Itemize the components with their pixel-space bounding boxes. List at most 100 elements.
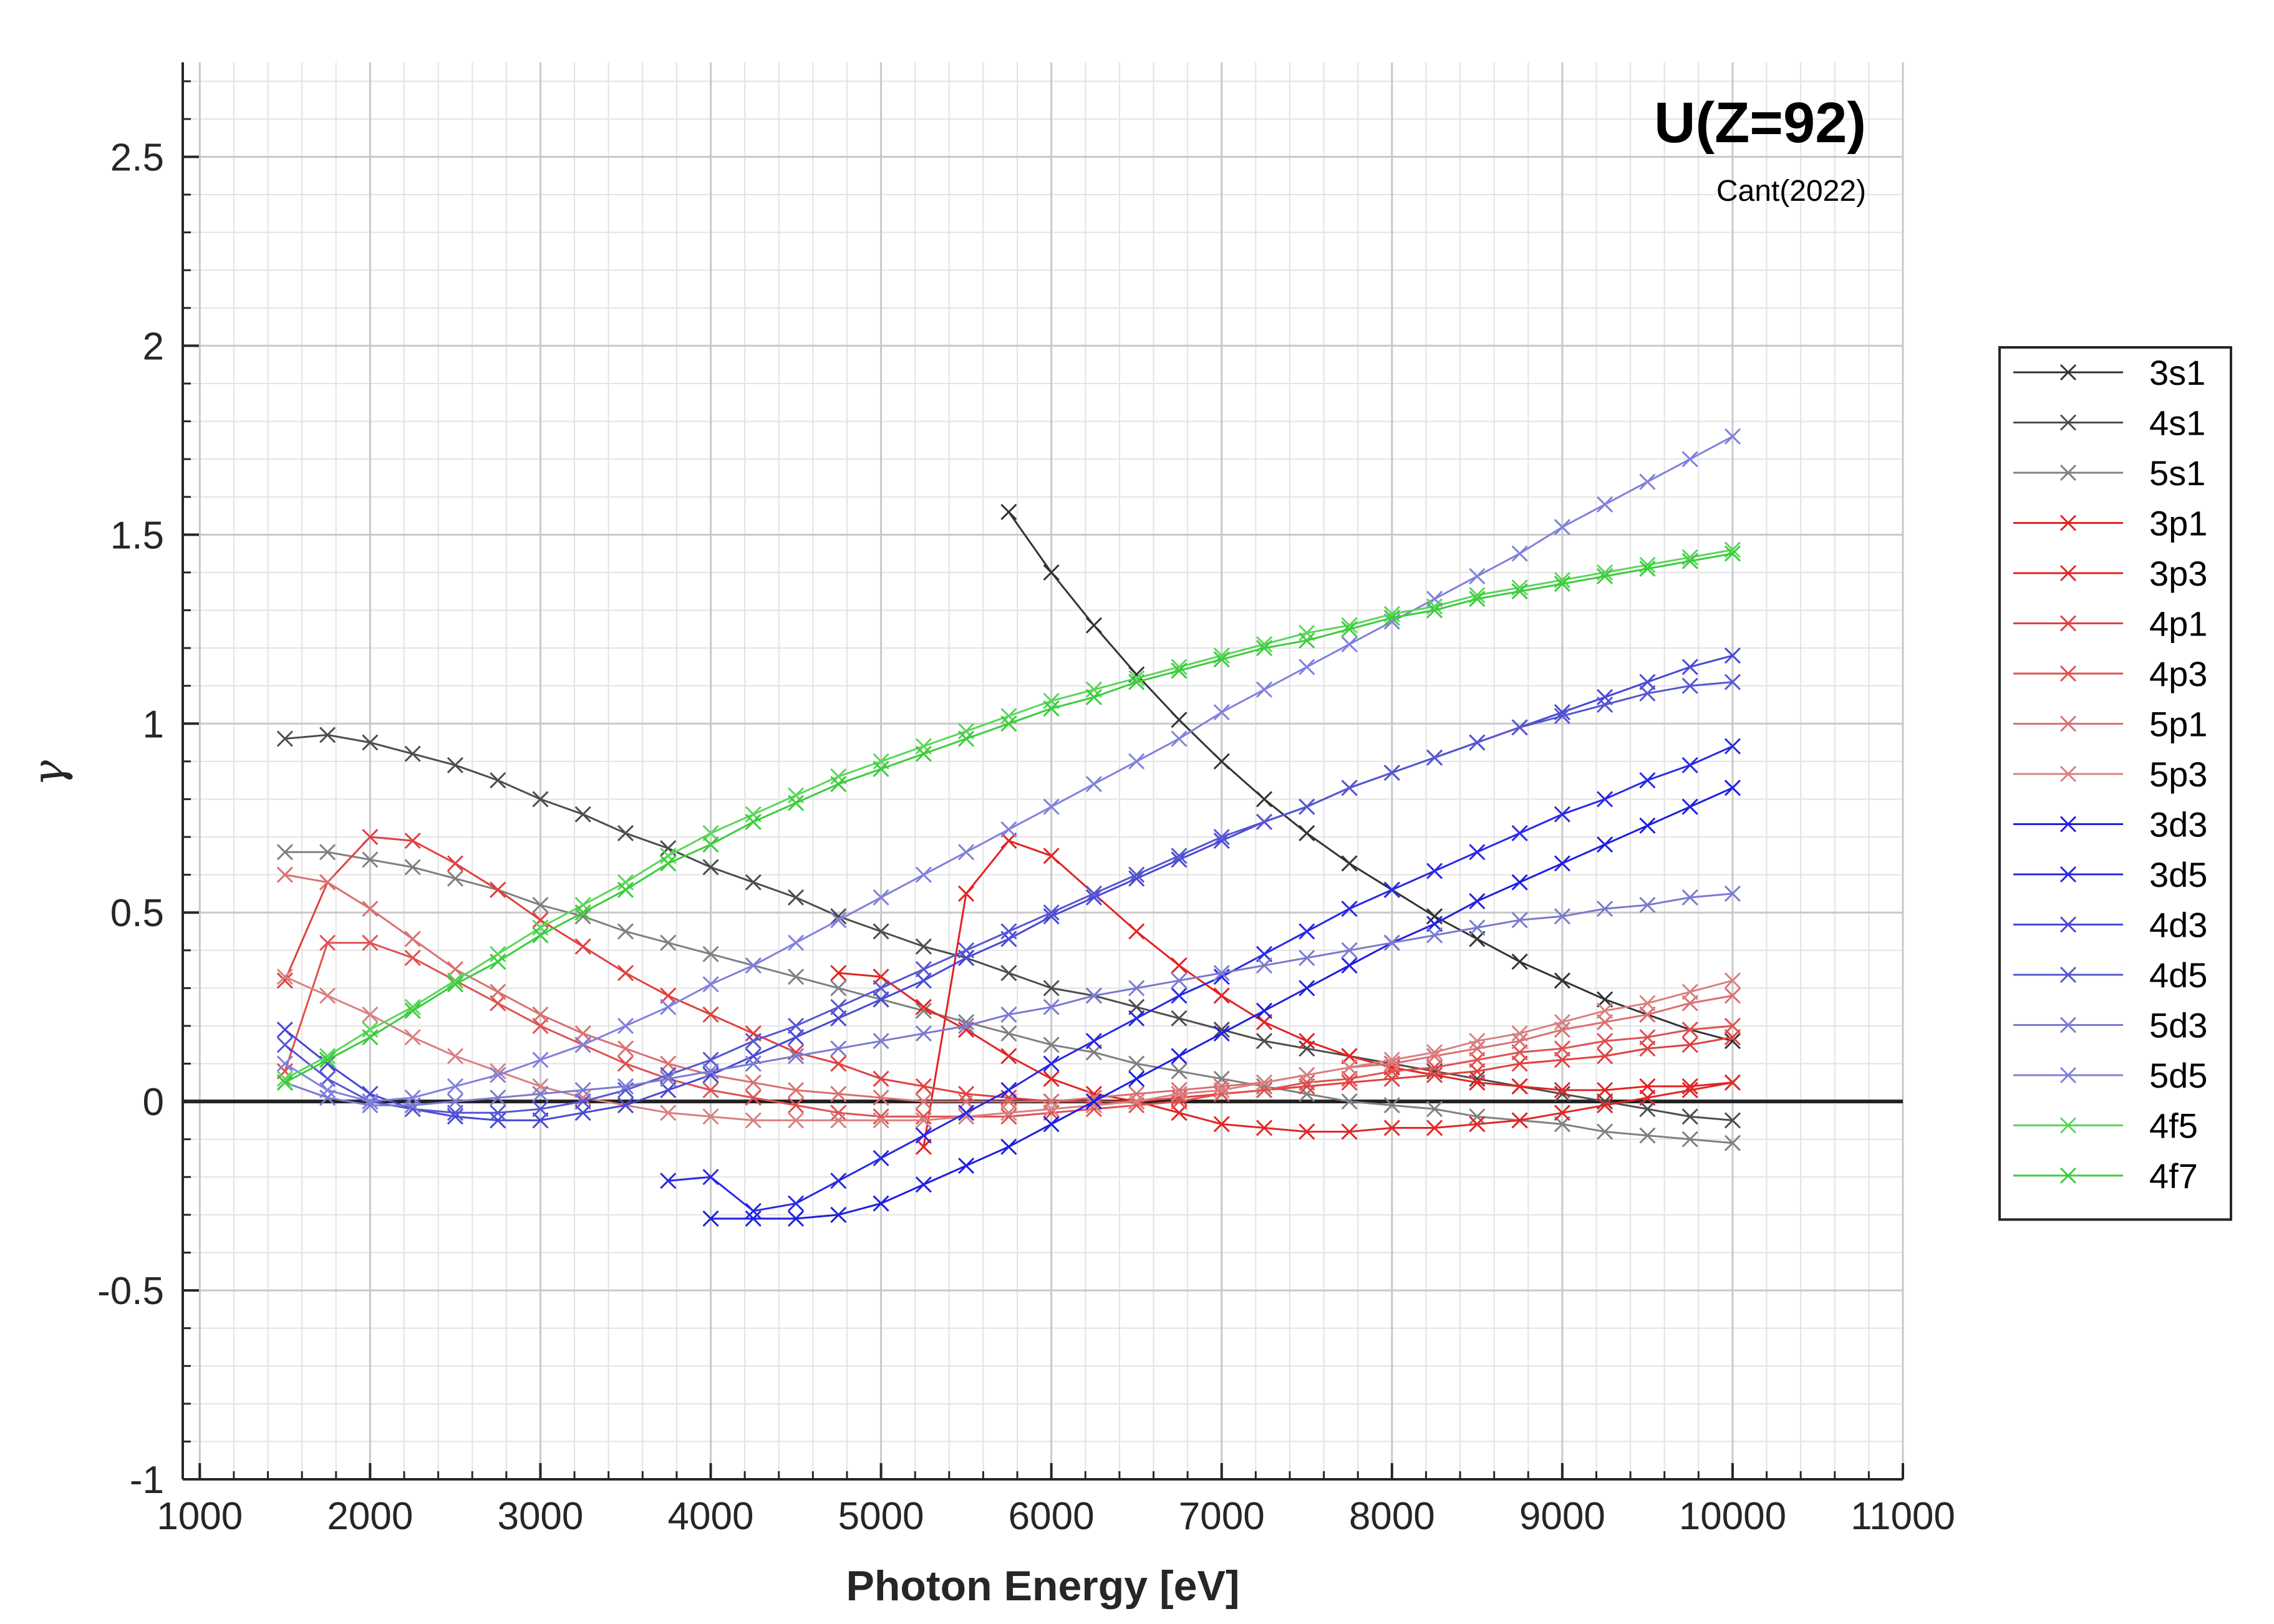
- data-point-4f7: [1383, 609, 1400, 626]
- data-point-5p3: [532, 1078, 549, 1095]
- data-point-4d5: [1597, 696, 1614, 713]
- legend-item-5p1: 5p1: [2013, 705, 2207, 744]
- data-point-4d5: [1469, 734, 1486, 751]
- data-point-5s1: [1299, 1085, 1315, 1103]
- data-point-3d3: [1171, 1048, 1188, 1065]
- y-tick-label: 2: [143, 325, 164, 368]
- data-point-5p3: [1724, 972, 1741, 989]
- data-point-4f7: [447, 976, 463, 993]
- data-point-3p3: [1681, 1081, 1698, 1099]
- legend-label: 5s1: [2149, 453, 2205, 493]
- data-point-5p3: [1597, 1002, 1614, 1019]
- data-point-4p3: [319, 934, 336, 951]
- legend-label: 5p1: [2149, 705, 2207, 744]
- data-point-4d5: [1681, 677, 1698, 694]
- data-point-4d3: [915, 972, 932, 989]
- data-point-4d5: [1043, 904, 1060, 921]
- data-point-3s1: [1000, 503, 1017, 521]
- data-point-4f5: [1043, 692, 1060, 709]
- y-tick-label: 0: [143, 1081, 164, 1124]
- data-point-4d5: [1299, 798, 1315, 815]
- data-point-3d3: [1128, 1070, 1145, 1087]
- data-point-5d3: [1000, 1006, 1017, 1023]
- data-point-5d5: [660, 998, 677, 1015]
- data-point-4p3: [702, 1081, 719, 1099]
- data-point-3d5: [1128, 1010, 1145, 1027]
- data-point-4s1: [362, 734, 379, 751]
- data-point-4d5: [1383, 764, 1400, 781]
- data-point-4f5: [1299, 624, 1315, 641]
- data-point-3d5: [1256, 945, 1273, 962]
- legend-label: 4f5: [2149, 1106, 2198, 1146]
- legend-label: 4p1: [2149, 604, 2207, 644]
- data-point-4d5: [1128, 866, 1145, 883]
- data-point-3s1: [1171, 712, 1188, 728]
- data-point-4f5: [447, 972, 463, 989]
- data-point-5s1: [660, 934, 677, 951]
- data-point-3p3: [1299, 1123, 1315, 1140]
- data-point-4d5: [958, 942, 975, 959]
- data-point-3d5: [1043, 1055, 1060, 1072]
- data-point-4d3: [1681, 659, 1698, 675]
- data-point-5d3: [574, 1081, 591, 1099]
- data-point-3p1: [1597, 1081, 1614, 1099]
- data-point-4f7: [1426, 602, 1443, 619]
- data-point-3p3: [1341, 1123, 1358, 1140]
- data-point-4p3: [404, 949, 421, 966]
- data-point-4d3: [1724, 647, 1741, 664]
- data-point-4p1: [1724, 1029, 1741, 1046]
- data-point-4p3: [1469, 1051, 1486, 1068]
- data-point-3p1: [1639, 1078, 1656, 1095]
- data-point-3d5: [1299, 923, 1315, 940]
- legend-item-4s1: 4s1: [2013, 404, 2205, 443]
- data-point-3d3: [1681, 798, 1698, 815]
- data-point-4p1: [276, 972, 293, 989]
- data-point-3d5: [1681, 756, 1698, 773]
- data-point-5s1: [1554, 1116, 1570, 1133]
- legend-marker: [2059, 364, 2077, 381]
- data-point-5p3: [915, 1112, 932, 1129]
- data-point-5d5: [745, 957, 762, 974]
- data-point-4s1: [1256, 1033, 1273, 1050]
- legend-marker: [2059, 1066, 2077, 1084]
- data-point-3s1: [1511, 953, 1528, 970]
- data-point-4f7: [362, 1029, 379, 1046]
- data-point-5p1: [873, 1090, 889, 1106]
- data-point-5p3: [1639, 995, 1656, 1012]
- data-point-3d5: [1639, 772, 1656, 789]
- data-point-3d5: [1724, 738, 1741, 755]
- data-point-5d5: [404, 1090, 421, 1106]
- data-point-3d3: [1426, 916, 1443, 932]
- data-point-4p3: [1299, 1074, 1315, 1091]
- data-point-5d5: [574, 1037, 591, 1053]
- data-point-5p1: [1639, 1006, 1656, 1023]
- data-point-5d5: [1000, 821, 1017, 838]
- data-point-5d3: [1724, 885, 1741, 902]
- data-point-3p3: [1043, 1070, 1060, 1087]
- legend-label: 3s1: [2149, 353, 2205, 392]
- data-point-4p1: [1597, 1048, 1614, 1065]
- data-point-4d5: [490, 1104, 506, 1121]
- data-point-5p1: [1469, 1040, 1486, 1057]
- data-point-4f7: [745, 813, 762, 830]
- data-point-3d3: [1299, 980, 1315, 997]
- data-point-4s1: [532, 791, 549, 808]
- data-point-5d3: [447, 1093, 463, 1110]
- x-tick-label: 9000: [1519, 1495, 1605, 1538]
- data-point-5d5: [1299, 659, 1315, 675]
- data-point-4f5: [276, 1070, 293, 1087]
- data-point-3p1: [1043, 848, 1060, 864]
- data-point-3p3: [1256, 1119, 1273, 1136]
- data-point-5d5: [1256, 681, 1273, 698]
- data-point-4d5: [873, 980, 889, 997]
- data-point-5p3: [404, 1029, 421, 1046]
- data-point-5d5: [1597, 496, 1614, 513]
- data-point-4s1: [1128, 998, 1145, 1015]
- data-point-5p1: [787, 1081, 805, 1099]
- x-tick-label: 11000: [1851, 1495, 1955, 1538]
- data-point-3d5: [1085, 1033, 1102, 1050]
- data-point-3d3: [745, 1210, 762, 1227]
- data-point-5p3: [1383, 1051, 1400, 1068]
- data-point-4f7: [915, 745, 932, 762]
- data-point-5d5: [915, 866, 932, 883]
